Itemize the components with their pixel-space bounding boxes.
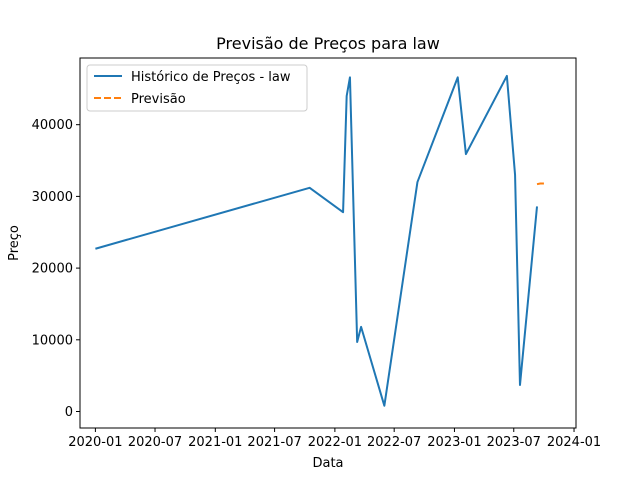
x-tick-label: 2023-07 <box>487 435 541 450</box>
x-tick-label: 2022-01 <box>308 435 362 450</box>
x-tick-label: 2020-07 <box>128 435 182 450</box>
x-tick-label: 2024-01 <box>547 435 601 450</box>
x-tick-label: 2021-07 <box>247 435 301 450</box>
series-line-previsao <box>536 182 545 186</box>
legend-label-previsao: Previsão <box>131 92 186 107</box>
x-tick-label: 2020-01 <box>68 435 122 450</box>
x-axis-label: Data <box>312 456 343 471</box>
x-tick-label: 2021-01 <box>188 435 242 450</box>
plot-frame <box>79 57 577 429</box>
y-tick-label: 30000 <box>32 190 73 205</box>
y-tick-label: 20000 <box>32 262 73 277</box>
y-axis: 0 10000 20000 30000 40000 <box>32 118 80 420</box>
series-line-historico <box>95 74 539 407</box>
x-tick-label: 2022-07 <box>367 435 421 450</box>
x-axis: 2020-01 2020-07 2021-01 2021-07 2022-01 2022-… <box>68 428 601 450</box>
legend: Histórico de Preços - law Previsão <box>86 64 308 112</box>
x-tick-label: 2023-01 <box>427 435 481 450</box>
series-group <box>95 74 545 407</box>
legend-label-historico: Histórico de Preços - law <box>131 70 291 85</box>
chart-title: Previsão de Preços para law <box>216 34 440 53</box>
legend-box <box>86 64 308 112</box>
y-axis-label: Preço <box>7 225 22 261</box>
y-tick-label: 0 <box>65 405 73 420</box>
y-tick-label: 10000 <box>32 333 73 348</box>
y-tick-label: 40000 <box>32 118 73 133</box>
